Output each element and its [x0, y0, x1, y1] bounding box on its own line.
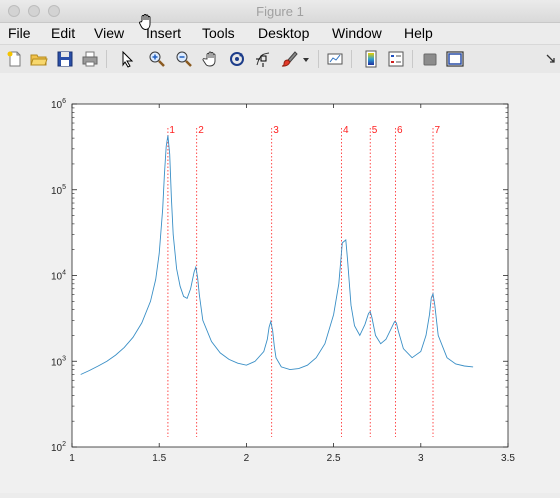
peak-marker-label: 4 [343, 125, 349, 136]
peak-marker-label: 1 [169, 125, 175, 136]
peak-marker-label: 6 [397, 125, 403, 136]
plot-axes[interactable]: 1 2 3 4 5 6 7 1 1.5 2 2.5 3 3.5 102 103 104 105 106 [0, 73, 560, 493]
menu-window[interactable]: Window [332, 25, 382, 41]
insert-legend-icon[interactable] [387, 50, 405, 68]
zoom-out-icon[interactable] [175, 50, 193, 68]
peak-marker-label: 2 [198, 125, 204, 136]
close-window-button[interactable] [8, 5, 20, 17]
menu-insert[interactable]: Insert [146, 25, 182, 41]
x-tick-label: 1.5 [152, 453, 166, 464]
menu-desktop[interactable]: Desktop [258, 25, 310, 41]
toolbar-separator [412, 50, 413, 68]
window-title: Figure 1 [256, 4, 304, 19]
menu-file[interactable]: File [8, 25, 31, 41]
undock-arrow-icon[interactable] [544, 50, 558, 68]
zoom-in-icon[interactable] [148, 50, 166, 68]
data-cursor-icon[interactable] [254, 50, 272, 68]
peak-marker-label: 3 [273, 125, 279, 136]
figure-toolbar [0, 44, 560, 74]
figure-canvas: 1 2 3 4 5 6 7 1 1.5 2 2.5 3 3.5 102 103 104 105 106 [0, 14, 560, 493]
minimize-window-button[interactable] [28, 5, 40, 17]
x-tick-label: 2 [244, 453, 250, 464]
y-tick-label: 104 [51, 270, 66, 283]
show-plot-tools-icon[interactable] [446, 50, 464, 68]
print-icon[interactable] [81, 50, 99, 68]
menu-tools[interactable]: Tools [202, 25, 235, 41]
menu-help[interactable]: Help [404, 25, 433, 41]
x-tick-label: 3 [418, 453, 424, 464]
toolbar-separator [351, 50, 352, 68]
pointer-icon[interactable] [118, 50, 136, 68]
y-tick-label: 102 [51, 441, 66, 454]
rotate-3d-icon[interactable] [228, 50, 246, 68]
brush-dropdown-icon[interactable] [301, 50, 311, 68]
toolbar-separator [318, 50, 319, 68]
data-series-line [80, 135, 474, 375]
insert-colorbar-icon[interactable] [362, 50, 380, 68]
x-tick-label: 2.5 [327, 453, 341, 464]
new-figure-icon[interactable] [6, 50, 24, 68]
peak-marker-label: 5 [372, 125, 378, 136]
open-file-icon[interactable] [30, 50, 48, 68]
zoom-window-button[interactable] [48, 5, 60, 17]
mouse-cursor-icon [139, 14, 151, 30]
menu-edit[interactable]: Edit [51, 25, 76, 41]
x-tick-label: 1 [69, 453, 75, 464]
peak-marker-label: 7 [435, 125, 441, 136]
menu-bar: File Edit View Insert Tools Desktop Wind… [0, 23, 560, 43]
menu-view[interactable]: View [94, 25, 125, 41]
brush-icon[interactable] [280, 50, 298, 68]
window-titlebar: Figure 1 [0, 0, 560, 23]
pan-icon[interactable] [202, 50, 220, 68]
x-tick-label: 3.5 [501, 453, 515, 464]
y-tick-label: 106 [51, 98, 66, 111]
hide-plot-tools-icon[interactable] [421, 50, 439, 68]
toolbar-separator [106, 50, 107, 68]
save-icon[interactable] [56, 50, 74, 68]
link-plot-icon[interactable] [326, 50, 344, 68]
plot-area [72, 104, 508, 447]
y-tick-label: 105 [51, 184, 66, 197]
y-tick-label: 103 [51, 355, 66, 368]
